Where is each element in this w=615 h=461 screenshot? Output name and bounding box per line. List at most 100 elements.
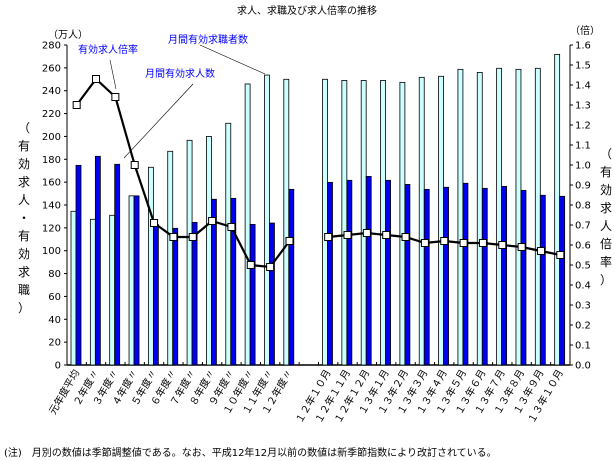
left-unit-label: （万人） (48, 29, 88, 41)
bar-job-offers (404, 184, 411, 366)
bar-job-offers (249, 224, 256, 366)
right-unit-label: （倍） (570, 24, 600, 37)
right-tick-label: 0.0 (575, 361, 591, 372)
bar-job-seekers (534, 67, 541, 366)
left-tick-label: 140 (42, 201, 61, 212)
axes: 0 20 40 60 80 100 120 140 160 180 200 220 240 260 280 0… (42, 41, 591, 372)
left-tick-label: 220 (42, 109, 61, 120)
left-tick-label: 0 (55, 361, 61, 372)
left-axis-title-char: 有 (18, 229, 30, 243)
left-axis-title-char: 有 (18, 139, 30, 153)
bar-job-seekers (496, 67, 503, 366)
ratio-point (72, 101, 81, 109)
bar-job-offers (385, 179, 391, 366)
left-tick-label: 120 (42, 223, 61, 234)
left-tick-label: 40 (48, 315, 61, 326)
bar-job-offers (365, 176, 372, 366)
left-tick-label: 160 (42, 178, 61, 189)
ratio-point (169, 233, 178, 241)
annotation-job-seekers: 月間有効求職者数 (168, 33, 248, 46)
left-axis-title-char: 効 (18, 156, 30, 171)
right-tick-label: 0.9 (575, 181, 591, 192)
bar-job-offers (462, 182, 469, 366)
bar-job-offers (114, 163, 121, 366)
right-tick-label: 0.7 (575, 221, 591, 232)
bar-job-seekers (322, 78, 328, 366)
ratio-point (478, 239, 487, 247)
x-tick-labels: 元年度平均２年度〃３年度〃４年度〃５年度〃６年度〃７年度〃８年度〃９年度〃１０年… (46, 367, 566, 425)
bar-job-seekers (380, 80, 386, 366)
bar-job-offers (539, 194, 546, 366)
bar-job-offers (94, 155, 101, 366)
bar-job-offers (75, 164, 82, 366)
left-axis-title-char: ・ (18, 211, 30, 225)
right-axis-title: （ 有効求人倍率 ） (600, 147, 612, 287)
right-axis-title-char: ） (600, 273, 612, 287)
ratio-point (150, 219, 159, 227)
bar-job-seekers (438, 75, 444, 366)
right-tick-label: 0.4 (575, 281, 591, 292)
ratio-point (130, 161, 139, 169)
bar-job-seekers (515, 68, 522, 366)
bar-job-offers (211, 198, 217, 366)
right-axis-title-char: 効 (600, 182, 612, 197)
right-axis-title-char: （ (600, 147, 612, 161)
right-tick-label: 1.2 (575, 121, 591, 132)
left-axis-title: （有効求人・有効求職） (18, 121, 30, 315)
bar-job-seekers (70, 210, 77, 366)
left-tick-label: 240 (42, 86, 61, 97)
left-tick-label: 100 (42, 246, 61, 257)
ratio-line-path (75, 77, 291, 269)
ratio-point (266, 263, 275, 271)
x-tick-label: 元年度平均 (46, 367, 82, 417)
bar-job-seekers (244, 83, 251, 366)
ratio-point (459, 239, 468, 247)
bar-job-offers (501, 185, 508, 366)
bar-job-offers (152, 224, 159, 366)
ratio-point (382, 231, 391, 239)
left-tick-label: 180 (42, 155, 61, 166)
bar-job-seekers (89, 218, 96, 366)
bar-job-offers (327, 181, 333, 366)
left-tick-label: 280 (42, 41, 61, 52)
bar-job-seekers (283, 78, 290, 366)
bar-job-seekers (341, 80, 348, 366)
bar-job-seekers (418, 76, 425, 366)
right-axis-title-char: 倍 (600, 236, 612, 251)
annotation-ratio: 有効求人倍率 (78, 43, 138, 56)
ratio-point (324, 233, 333, 241)
ratio-point (556, 251, 565, 259)
right-tick-label: 1.5 (575, 61, 591, 72)
bar-job-seekers (360, 80, 367, 366)
left-tick-label: 260 (42, 63, 61, 74)
ratio-point (111, 93, 120, 101)
bar-job-seekers (457, 68, 464, 366)
right-axis-title-char: 求 (600, 201, 612, 215)
bar-job-seekers (206, 136, 212, 366)
right-tick-label: 0.5 (575, 261, 591, 272)
bar-job-seekers (476, 72, 483, 366)
right-tick-label: 0.3 (575, 301, 591, 312)
bar-job-offers (191, 221, 198, 366)
ratio-point (92, 75, 101, 83)
right-tick-label: 0.8 (575, 201, 591, 212)
left-tick-label: 60 (48, 292, 61, 303)
leader-line-job-offers (123, 83, 194, 159)
bar-job-seekers (225, 122, 232, 366)
ratio-point (440, 237, 449, 245)
ratio-point (227, 223, 236, 231)
ratio-point (208, 217, 217, 225)
left-axis-title-char: 求 (18, 175, 30, 189)
ratio-point (188, 233, 197, 241)
left-axis-title-char: 職 (18, 283, 30, 297)
ratio-point (362, 229, 371, 237)
ratio-point (498, 241, 507, 249)
bar-job-offers (172, 227, 179, 366)
bar-job-seekers (554, 53, 561, 366)
ratio-point (285, 237, 294, 245)
left-axis-title-char: （ (18, 121, 30, 135)
bar-job-offers (520, 189, 527, 366)
left-tick-label: 80 (48, 269, 61, 280)
